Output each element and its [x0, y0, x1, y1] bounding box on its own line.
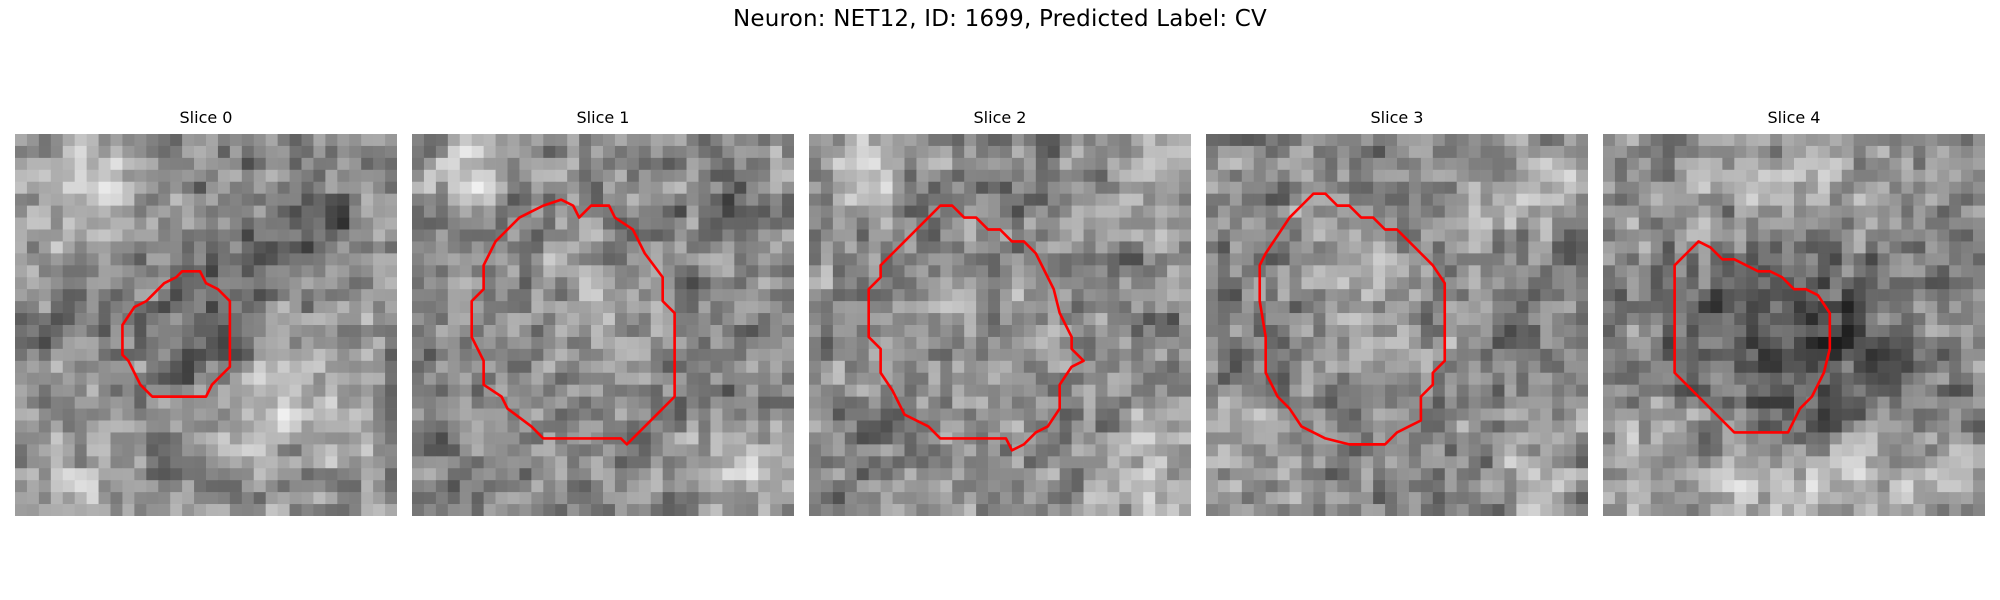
slice-title: Slice 0 [15, 108, 397, 127]
pixel-grid [15, 134, 397, 516]
figure-title: Neuron: NET12, ID: 1699, Predicted Label… [0, 6, 2000, 32]
slice-image-2 [809, 134, 1191, 516]
slice-title: Slice 4 [1603, 108, 1985, 127]
slice-title: Slice 2 [809, 108, 1191, 127]
slice-image-0 [15, 134, 397, 516]
slice-image-4 [1603, 134, 1985, 516]
slice-image-1 [412, 134, 794, 516]
slice-title: Slice 3 [1206, 108, 1588, 127]
pixel-grid [809, 134, 1191, 516]
slice-title: Slice 1 [412, 108, 794, 127]
pixel-grid [412, 134, 794, 516]
slice-image-3 [1206, 134, 1588, 516]
pixel-grid [1603, 134, 1985, 516]
